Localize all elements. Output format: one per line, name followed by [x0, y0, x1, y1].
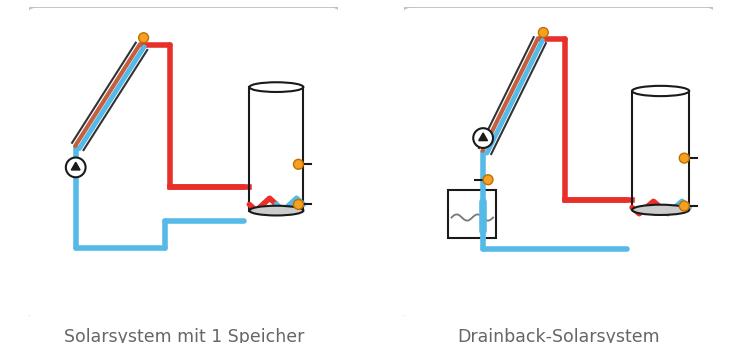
Circle shape: [293, 159, 303, 169]
FancyBboxPatch shape: [401, 7, 716, 319]
Text: Drainback-Solarsystem: Drainback-Solarsystem: [458, 328, 660, 343]
Bar: [448, 190, 497, 238]
Circle shape: [680, 153, 689, 163]
Circle shape: [483, 175, 493, 185]
Ellipse shape: [249, 82, 303, 92]
Bar: [249, 87, 303, 211]
FancyBboxPatch shape: [26, 7, 341, 319]
Bar: [632, 91, 689, 210]
Polygon shape: [478, 133, 488, 141]
Circle shape: [139, 33, 148, 43]
Text: Solarsystem mit 1 Speicher: Solarsystem mit 1 Speicher: [64, 328, 304, 343]
Polygon shape: [71, 162, 80, 170]
Ellipse shape: [632, 86, 689, 96]
Circle shape: [293, 200, 303, 209]
Ellipse shape: [632, 205, 689, 215]
Ellipse shape: [249, 206, 303, 215]
Circle shape: [680, 201, 689, 211]
Circle shape: [66, 157, 86, 177]
Circle shape: [538, 27, 548, 37]
Circle shape: [473, 128, 493, 148]
